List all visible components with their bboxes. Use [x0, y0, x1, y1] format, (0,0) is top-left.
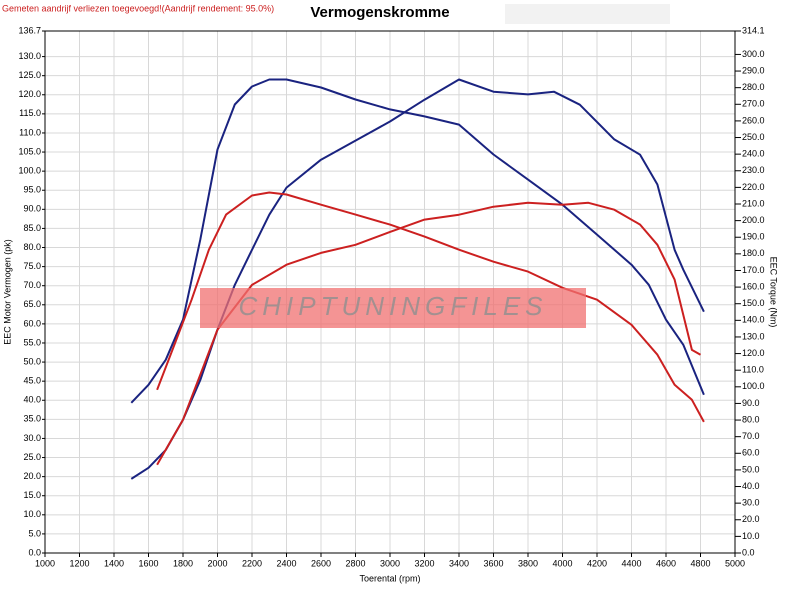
watermark: CHIPTUNINGFILES — [238, 291, 547, 321]
x-axis-label: Toerental (rpm) — [359, 573, 420, 583]
x-tick-label: 2400 — [276, 558, 296, 568]
x-tick-label: 4000 — [552, 558, 572, 568]
y2-tick-label: 160.0 — [742, 281, 765, 291]
x-tick-label: 4400 — [621, 558, 641, 568]
y-tick-label: 105.0 — [18, 146, 41, 156]
x-tick-label: 2000 — [207, 558, 227, 568]
y2-tick-label: 10.0 — [742, 531, 760, 541]
y2-tick-label: 240.0 — [742, 149, 765, 159]
y-tick-label: 110.0 — [19, 127, 41, 137]
y2-tick-label: 30.0 — [742, 498, 760, 508]
series-line — [130, 78, 705, 404]
y2-tick-label: 90.0 — [742, 398, 760, 408]
series-line — [156, 191, 705, 423]
y-tick-label: 125.0 — [18, 70, 41, 80]
y-tick-label: 130.0 — [18, 51, 41, 61]
y2-tick-label: 20.0 — [742, 514, 760, 524]
y2-tick-label: 200.0 — [742, 215, 765, 225]
x-tick-label: 1200 — [69, 558, 89, 568]
y2-tick-label: 100.0 — [742, 381, 765, 391]
watermark-band — [200, 288, 586, 328]
x-tick-label: 1400 — [104, 558, 124, 568]
y2-tick-label: 70.0 — [742, 431, 760, 441]
y2-tick-label: 220.0 — [742, 182, 765, 192]
subtitle: Gemeten aandrijf verliezen toegevoegd!(A… — [2, 3, 274, 13]
y-tick-label: 5.0 — [28, 528, 41, 538]
x-tick-label: 1600 — [138, 558, 158, 568]
y2-tick-label: 50.0 — [742, 464, 760, 474]
y-tick-label: 15.0 — [23, 490, 41, 500]
x-tick-label: 4600 — [656, 558, 676, 568]
y-axis-label: EEC Motor Vermogen (pk) — [2, 239, 12, 345]
y2-tick-label: 230.0 — [742, 165, 765, 175]
y2-tick-label: 80.0 — [742, 414, 760, 424]
y2-tick-label: 150.0 — [742, 298, 765, 308]
x-tick-label: 4200 — [587, 558, 607, 568]
y2-tick-label: 170.0 — [742, 265, 765, 275]
y2-tick-label: 40.0 — [742, 481, 760, 491]
x-tick-label: 3000 — [380, 558, 400, 568]
y-tick-label: 0.0 — [28, 547, 41, 557]
x-tick-label: 4800 — [690, 558, 710, 568]
y2-tick-label: 270.0 — [742, 99, 765, 109]
y2-tick-label: 110.0 — [742, 365, 764, 375]
y2-tick-label: 280.0 — [742, 82, 765, 92]
y2-tick-label: 130.0 — [742, 331, 765, 341]
y-tick-label: 120.0 — [18, 89, 41, 99]
y-tick-label: 100.0 — [18, 166, 41, 176]
y2-tick-label: 0.0 — [742, 547, 755, 557]
x-tick-label: 3600 — [483, 558, 503, 568]
y-tick-label: 35.0 — [23, 414, 41, 424]
y2-tick-label: 180.0 — [742, 248, 765, 258]
y-tick-label: 80.0 — [23, 242, 41, 252]
x-tick-label: 3400 — [449, 558, 469, 568]
y2-tick-label: 290.0 — [742, 65, 765, 75]
y2-tick-label: 190.0 — [742, 232, 765, 242]
y2-tick-label: 120.0 — [742, 348, 765, 358]
y-tick-label: 60.0 — [23, 318, 41, 328]
y-tick-label: 55.0 — [23, 337, 41, 347]
y-tick-label: 65.0 — [23, 299, 41, 309]
x-tick-label: 5000 — [725, 558, 745, 568]
y2-axis-label: EEC Torque (Nm) — [769, 257, 779, 328]
y-tick-label: 25.0 — [23, 452, 41, 462]
y2-tick-label: 210.0 — [742, 198, 765, 208]
y-tick-label: 20.0 — [23, 471, 41, 481]
x-tick-label: 2800 — [345, 558, 365, 568]
y2-tick-label: 250.0 — [742, 132, 765, 142]
x-tick-label: 1000 — [35, 558, 55, 568]
series-line — [130, 78, 705, 480]
chart-title: Vermogenskromme — [310, 4, 449, 21]
x-tick-label: 1800 — [173, 558, 193, 568]
y-tick-label: 50.0 — [23, 356, 41, 366]
y-tick-label: 136.7 — [18, 25, 41, 35]
x-tick-label: 3200 — [414, 558, 434, 568]
x-tick-label: 2600 — [311, 558, 331, 568]
y-tick-label: 70.0 — [23, 280, 41, 290]
y-tick-label: 30.0 — [23, 433, 41, 443]
y-tick-label: 45.0 — [23, 376, 41, 386]
y-tick-label: 75.0 — [23, 261, 41, 271]
y-tick-label: 95.0 — [23, 185, 41, 195]
y-tick-label: 90.0 — [23, 204, 41, 214]
y2-tick-label: 300.0 — [742, 49, 765, 59]
y2-tick-label: 140.0 — [742, 315, 765, 325]
y-tick-label: 10.0 — [23, 509, 41, 519]
y-tick-label: 40.0 — [23, 395, 41, 405]
header-box — [505, 4, 670, 24]
x-tick-label: 2200 — [242, 558, 262, 568]
y-tick-label: 115.0 — [19, 108, 41, 118]
y2-tick-label: 260.0 — [742, 115, 765, 125]
y-tick-label: 85.0 — [23, 223, 41, 233]
x-tick-label: 3800 — [518, 558, 538, 568]
y2-tick-label: 60.0 — [742, 448, 760, 458]
y2-tick-label: 314.1 — [742, 25, 765, 35]
